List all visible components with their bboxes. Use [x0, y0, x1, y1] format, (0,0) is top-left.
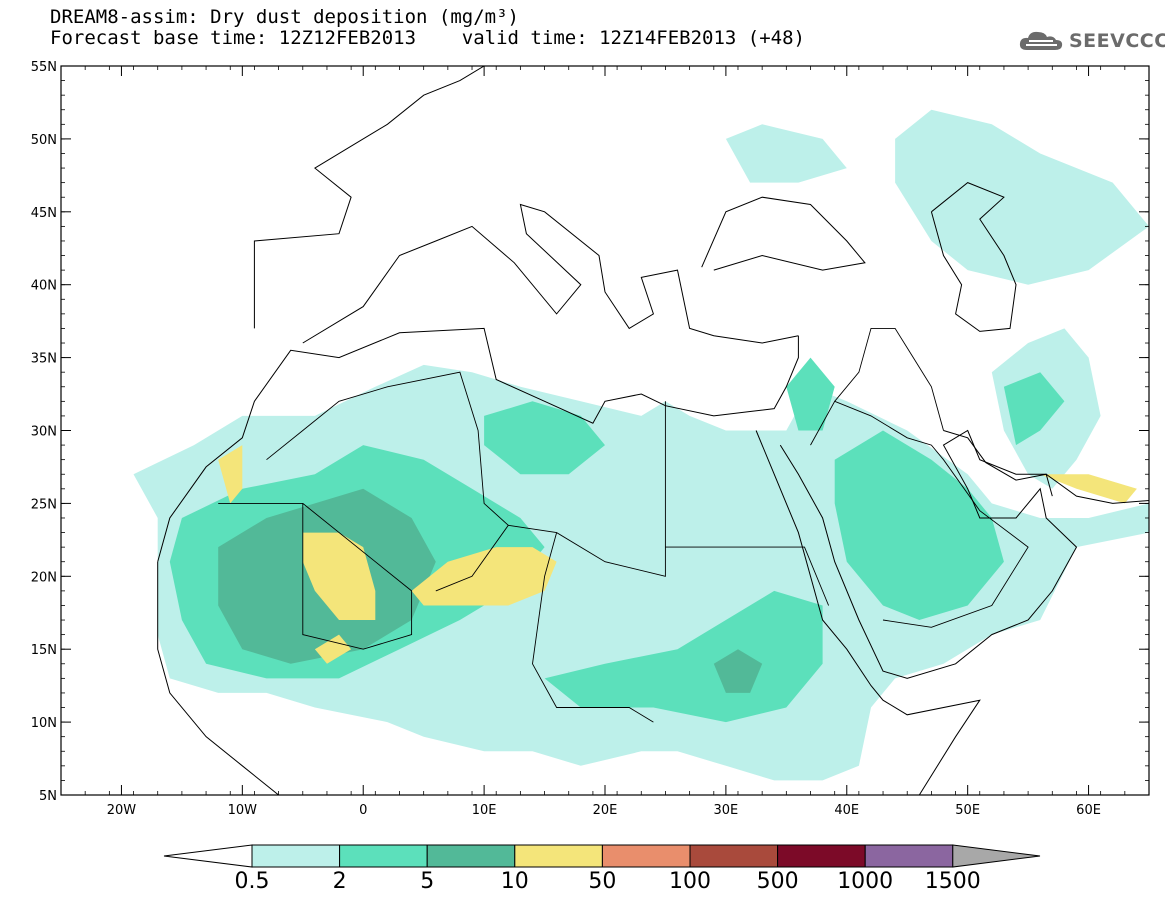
contour-black-sea-plume — [725, 124, 847, 183]
lon-tick-label: 20W — [107, 803, 137, 818]
colorbar-swatch — [339, 844, 428, 868]
lon-tick-label: 40E — [834, 803, 859, 818]
colorbar-swatch — [689, 844, 779, 868]
logo-text: SEEVCCC — [1069, 30, 1165, 52]
seevccc-logo: SEEVCCC — [1017, 25, 1165, 57]
lat-tick-label: 30N — [31, 425, 57, 440]
colorbar-label: 100 — [669, 869, 711, 894]
lon-tick-label: 60E — [1076, 803, 1101, 818]
border-algeria-border — [266, 371, 509, 592]
colorbar-label: 50 — [588, 869, 616, 894]
lat-tick-label: 35N — [31, 352, 57, 367]
coastline-med-north-coast — [302, 203, 799, 344]
lat-tick-label: 55N — [31, 60, 57, 75]
colorbar-label: 2 — [333, 869, 347, 894]
colorbar-swatch — [864, 844, 954, 868]
contour-caspian-plume — [895, 109, 1149, 285]
border-mali-border — [218, 502, 413, 650]
lon-tick-label: 10E — [472, 803, 497, 818]
colorbar-swatch — [514, 844, 603, 868]
lon-tick-label: 0 — [359, 803, 367, 818]
colorbar-label: 500 — [757, 869, 799, 894]
coastline-persian-gulf-n — [943, 430, 1053, 497]
coastline-caspian — [930, 182, 1017, 332]
colorbar-label: 1500 — [925, 869, 981, 894]
contour-gulf-yellow — [1040, 474, 1137, 504]
coastline-europe-coast — [253, 66, 485, 329]
border-saudi-border — [810, 400, 1029, 628]
lat-tick-label: 40N — [31, 279, 57, 294]
coastline-arabia-coast — [779, 429, 1149, 679]
contour-e-africa-dark — [713, 649, 763, 693]
longitude-axis: 20W 10W 0 10E 20E 30E 40E 50E 60E — [60, 66, 1150, 818]
contour-libya-green — [484, 401, 605, 475]
deposition-contours — [133, 109, 1149, 781]
border-chad-border — [532, 532, 654, 723]
lat-tick-label: 25N — [31, 497, 57, 512]
coastline-red-sea-w — [755, 430, 981, 795]
border-libya-border — [508, 401, 666, 577]
lon-tick-label: 20E — [593, 803, 618, 818]
colorbar-high-arrow — [952, 844, 1041, 868]
contour-arabia-green — [834, 430, 1004, 620]
contour-levant-green — [786, 357, 835, 431]
coastline-africa-nw-coast — [157, 327, 799, 562]
lat-tick-label: 5N — [39, 789, 57, 804]
latitude-axis: 55N 50N 45N 40N 35N 30N 25N 20N 15N 10N 5N — [31, 60, 1149, 804]
colorbar-legend: 0.5 2 5 10 50 100 500 1000 1500 — [163, 844, 1041, 894]
colorbar-swatch — [601, 844, 691, 868]
coastline-black-sea — [701, 196, 866, 271]
colorbar-label: 10 — [501, 869, 529, 894]
lat-tick-label: 50N — [31, 133, 57, 148]
contour-burkina-yellow — [314, 634, 352, 664]
map-title: DREAM8-assim: Dry dust deposition (mg/m³… — [50, 6, 519, 28]
colorbar-swatch — [251, 844, 341, 868]
contour-w-sahara-yellow — [218, 445, 243, 504]
colorbar-swatch — [777, 844, 866, 868]
border-iraq-border — [834, 327, 944, 431]
lat-tick-label: 20N — [31, 570, 57, 585]
lat-tick-label: 45N — [31, 206, 57, 221]
border-sudan-border — [665, 546, 830, 606]
colorbar-swatch — [426, 844, 516, 868]
lon-tick-label: 30E — [714, 803, 739, 818]
contour-niger-yellow — [411, 547, 557, 606]
lon-tick-label: 50E — [955, 803, 980, 818]
colorbar-label: 1000 — [837, 869, 893, 894]
coastline-africa-w-coast — [157, 561, 279, 795]
lat-tick-label: 15N — [31, 643, 57, 658]
contour-mali-yellow — [302, 532, 376, 620]
coastlines — [157, 66, 1149, 795]
country-borders — [218, 327, 1029, 723]
colorbar-low-arrow — [163, 844, 253, 868]
colorbar-label: 0.5 — [235, 869, 270, 894]
cloud-icon — [1019, 31, 1063, 50]
contour-e-sahel-green — [544, 590, 823, 723]
colorbar-label: 5 — [420, 869, 434, 894]
forecast-time-subtitle: Forecast base time: 12Z12FEB2013 valid t… — [50, 27, 805, 49]
lon-tick-label: 10W — [228, 803, 258, 818]
contour-iran-green — [1003, 372, 1065, 446]
lat-tick-label: 10N — [31, 716, 57, 731]
